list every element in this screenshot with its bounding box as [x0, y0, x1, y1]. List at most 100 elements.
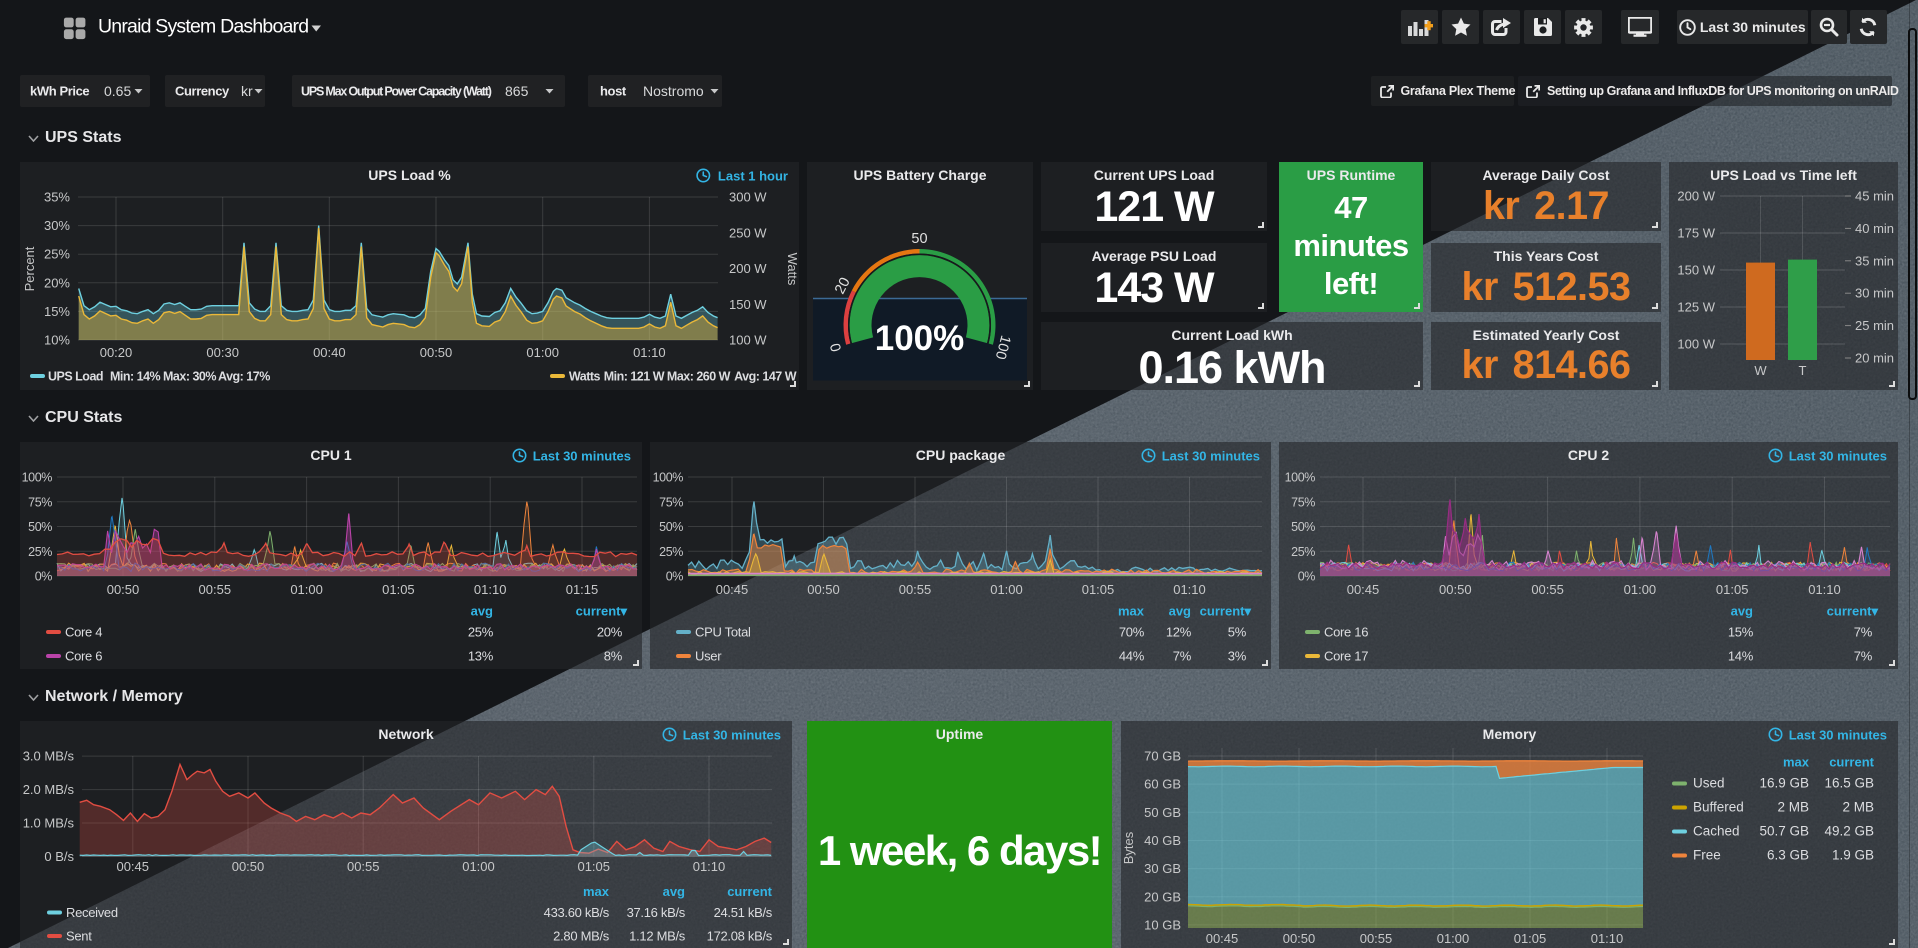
svg-text:16.9 GB: 16.9 GB	[1759, 776, 1809, 791]
svg-text:40 GB: 40 GB	[1144, 833, 1181, 848]
svg-text:100 W: 100 W	[729, 333, 767, 348]
svg-text:00:55: 00:55	[1531, 582, 1564, 597]
svg-text:70%: 70%	[1119, 625, 1145, 640]
svg-text:Min: 14%: Min: 14%	[110, 370, 161, 384]
svg-text:10%: 10%	[44, 333, 70, 348]
svg-text:24.51 kB/s: 24.51 kB/s	[714, 905, 773, 920]
svg-text:14%: 14%	[1728, 649, 1754, 664]
svg-text:150 W: 150 W	[1677, 263, 1715, 278]
svg-text:20%: 20%	[44, 275, 70, 290]
svg-text:Last 1 hour: Last 1 hour	[718, 169, 788, 184]
svg-text:01:10: 01:10	[474, 582, 507, 597]
svg-text:Unraid System Dashboard: Unraid System Dashboard	[98, 16, 308, 38]
svg-text:Core 17: Core 17	[1324, 649, 1368, 664]
svg-text:CPU Total: CPU Total	[695, 625, 751, 640]
svg-text:150 W: 150 W	[729, 297, 767, 312]
svg-text:Last 30 minutes: Last 30 minutes	[1162, 449, 1260, 464]
svg-text:00:50: 00:50	[420, 345, 453, 360]
svg-text:avg: avg	[663, 884, 685, 899]
svg-text:00:45: 00:45	[1206, 931, 1239, 946]
svg-text:Last 30 minutes: Last 30 minutes	[1789, 449, 1887, 464]
svg-text:0%: 0%	[1298, 570, 1316, 584]
svg-text:175 W: 175 W	[1677, 226, 1715, 241]
svg-text:0%: 0%	[35, 570, 53, 584]
svg-text:Watts: Watts	[785, 253, 799, 286]
svg-text:75%: 75%	[1291, 495, 1315, 509]
svg-text:Percent: Percent	[22, 246, 37, 291]
svg-text:01:10: 01:10	[633, 345, 666, 360]
svg-text:00:55: 00:55	[899, 582, 932, 597]
svg-text:01:05: 01:05	[1082, 582, 1115, 597]
svg-text:00:50: 00:50	[807, 582, 840, 597]
svg-text:W: W	[1754, 363, 1767, 378]
svg-text:200 W: 200 W	[1677, 189, 1715, 204]
svg-text:01:05: 01:05	[1716, 582, 1749, 597]
svg-text:2.80 MB/s: 2.80 MB/s	[553, 929, 610, 944]
svg-text:20%: 20%	[597, 625, 623, 640]
svg-text:00:50: 00:50	[107, 582, 140, 597]
svg-text:Last 30 minutes: Last 30 minutes	[683, 728, 781, 743]
svg-text:50: 50	[911, 231, 927, 247]
svg-text:00:50: 00:50	[1439, 582, 1472, 597]
svg-text:Core 16: Core 16	[1324, 625, 1368, 640]
svg-text:00:55: 00:55	[199, 582, 232, 597]
svg-text:01:05: 01:05	[577, 859, 610, 874]
svg-text:25 min: 25 min	[1855, 318, 1894, 333]
svg-text:75%: 75%	[28, 495, 52, 509]
svg-text:avg: avg	[1731, 604, 1753, 619]
svg-text:20 GB: 20 GB	[1144, 889, 1181, 904]
svg-text:60 GB: 60 GB	[1144, 777, 1181, 792]
svg-text:30 min: 30 min	[1855, 286, 1894, 301]
svg-text:Bytes: Bytes	[1121, 831, 1136, 864]
svg-text:max: max	[1118, 604, 1145, 619]
svg-text:200 W: 200 W	[729, 261, 767, 276]
svg-text:current▾: current▾	[1827, 604, 1879, 619]
svg-text:User: User	[695, 649, 722, 664]
svg-text:100%: 100%	[653, 471, 684, 485]
svg-text:49.2 GB: 49.2 GB	[1824, 824, 1874, 839]
svg-text:Used: Used	[1693, 776, 1725, 791]
svg-text:00:40: 00:40	[313, 345, 346, 360]
svg-text:01:10: 01:10	[1591, 931, 1624, 946]
svg-text:01:00: 01:00	[990, 582, 1023, 597]
svg-text:7%: 7%	[1854, 625, 1873, 640]
svg-text:7%: 7%	[1854, 649, 1873, 664]
svg-text:00:45: 00:45	[116, 859, 149, 874]
svg-text:1.0 MB/s: 1.0 MB/s	[23, 816, 75, 831]
svg-text:50%: 50%	[1291, 520, 1315, 534]
svg-text:70 GB: 70 GB	[1144, 749, 1181, 764]
svg-text:00:45: 00:45	[1347, 582, 1380, 597]
svg-text:00:30: 00:30	[206, 345, 239, 360]
svg-text:current: current	[727, 884, 772, 899]
svg-text:40 min: 40 min	[1855, 221, 1894, 236]
svg-text:13%: 13%	[468, 649, 494, 664]
svg-text:01:10: 01:10	[1808, 582, 1841, 597]
svg-text:avg: avg	[471, 604, 493, 619]
svg-text:3.0 MB/s: 3.0 MB/s	[23, 749, 75, 764]
svg-text:Watts: Watts	[569, 370, 601, 384]
svg-text:Free: Free	[1693, 848, 1721, 863]
svg-text:75%: 75%	[659, 495, 683, 509]
svg-text:1.9 GB: 1.9 GB	[1832, 848, 1874, 863]
svg-text:current▾: current▾	[576, 604, 628, 619]
svg-text:50%: 50%	[659, 520, 683, 534]
svg-text:35 min: 35 min	[1855, 253, 1894, 268]
svg-text:01:00: 01:00	[526, 345, 559, 360]
svg-text:00:20: 00:20	[100, 345, 133, 360]
svg-text:2 MB: 2 MB	[1842, 800, 1874, 815]
svg-text:16.5 GB: 16.5 GB	[1824, 776, 1874, 791]
svg-text:00:55: 00:55	[347, 859, 380, 874]
svg-text:44%: 44%	[1119, 649, 1145, 664]
svg-text:UPS Load: UPS Load	[48, 370, 103, 384]
svg-text:01:05: 01:05	[382, 582, 415, 597]
svg-text:01:00: 01:00	[290, 582, 323, 597]
svg-text:3%: 3%	[1228, 649, 1247, 664]
svg-text:7%: 7%	[1173, 649, 1192, 664]
svg-text:37.16 kB/s: 37.16 kB/s	[627, 905, 686, 920]
svg-text:50 GB: 50 GB	[1144, 805, 1181, 820]
svg-text:8%: 8%	[604, 649, 623, 664]
svg-text:Last 30 minutes: Last 30 minutes	[1789, 728, 1887, 743]
svg-text:Min: 121 W: Min: 121 W	[604, 370, 665, 384]
svg-text:01:00: 01:00	[1624, 582, 1657, 597]
svg-text:172.08 kB/s: 172.08 kB/s	[707, 929, 773, 944]
